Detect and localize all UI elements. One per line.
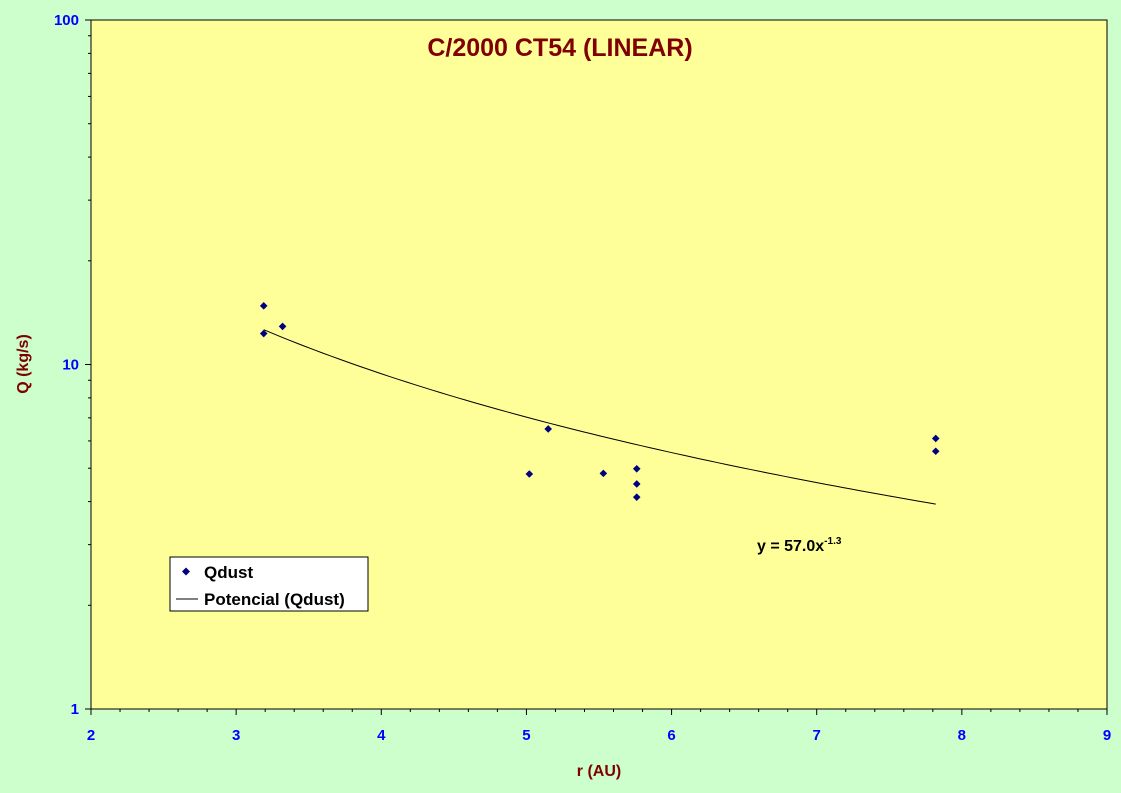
data-point bbox=[259, 329, 268, 338]
data-points bbox=[259, 302, 940, 501]
axis-ticks: 2 3 4 5 6 7 8 9 1 10 100 bbox=[54, 12, 1111, 744]
data-point bbox=[259, 302, 268, 310]
x-tick-label: 7 bbox=[813, 727, 821, 744]
y-tick-label: 10 bbox=[62, 357, 79, 374]
x-tick-label: 8 bbox=[958, 727, 966, 744]
chart-title: C/2000 CT54 (LINEAR) bbox=[427, 34, 692, 62]
trendline-equation-base: y = 57.0x bbox=[757, 538, 824, 555]
data-point bbox=[931, 434, 940, 443]
x-tick-label: 3 bbox=[232, 727, 240, 744]
legend: Qdust Potencial (Qdust) bbox=[169, 556, 369, 612]
legend-marker-qdust bbox=[182, 567, 190, 576]
legend-label-trend: Potencial (Qdust) bbox=[204, 590, 345, 609]
data-point bbox=[632, 465, 641, 473]
y-axis-title: Q (kg/s) bbox=[15, 334, 32, 394]
y-tick-label: 100 bbox=[54, 12, 79, 29]
x-tick-label: 9 bbox=[1103, 727, 1111, 744]
data-point bbox=[632, 480, 641, 488]
data-point bbox=[931, 447, 940, 456]
trendline-path bbox=[263, 329, 936, 505]
x-tick-label: 4 bbox=[377, 727, 386, 744]
y-tick-label: 1 bbox=[71, 701, 79, 718]
data-point bbox=[278, 322, 287, 331]
x-axis-title: r (AU) bbox=[577, 763, 621, 780]
data-point bbox=[544, 425, 552, 433]
legend-label-qdust: Qdust bbox=[204, 563, 253, 582]
trendline-equation: y = 57.0x-1.3 bbox=[757, 536, 842, 555]
x-tick-label: 2 bbox=[87, 727, 95, 744]
x-tick-label: 5 bbox=[522, 727, 530, 744]
trendline-equation-exponent: -1.3 bbox=[824, 536, 842, 547]
data-point bbox=[525, 470, 534, 478]
legend-box bbox=[169, 556, 369, 612]
data-point bbox=[632, 493, 641, 501]
x-tick-label: 6 bbox=[667, 727, 675, 744]
trendline-layer bbox=[263, 329, 936, 505]
data-point bbox=[599, 469, 608, 478]
